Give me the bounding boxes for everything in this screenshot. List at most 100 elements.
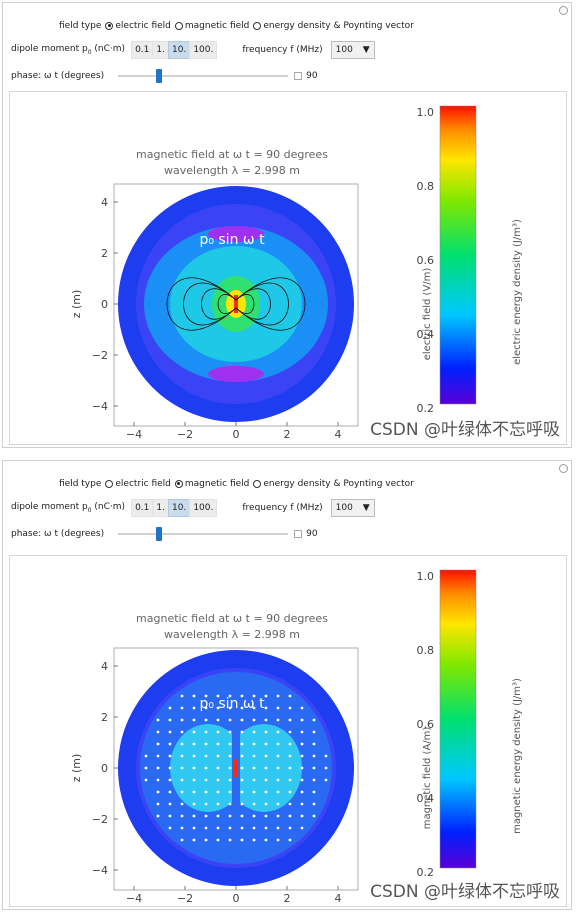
- phase-slider[interactable]: [118, 527, 289, 541]
- field-line: [235, 282, 289, 326]
- field-dot: [264, 706, 268, 710]
- slider-expand-icon[interactable]: [294, 72, 303, 80]
- field-dot: [288, 706, 292, 710]
- frequency-value: 100: [335, 503, 353, 513]
- field-dot: [240, 802, 244, 806]
- field-dot: [180, 754, 184, 758]
- field-dot: [240, 826, 244, 830]
- plot-subtitle: wavelength λ = 2.998 m: [164, 164, 300, 177]
- axis-ticks: −4 −2 0 2 4 4 2 0 −2 −4: [92, 196, 342, 441]
- field-dot: [180, 778, 184, 782]
- field-lobe: [170, 724, 246, 812]
- colorbar: [439, 105, 477, 405]
- radio-magnetic[interactable]: [174, 479, 183, 488]
- field-dot: [252, 718, 256, 722]
- field-dot: [228, 790, 232, 794]
- field-dot: [312, 790, 316, 794]
- field-dot: [228, 694, 232, 698]
- field-dot: [312, 766, 316, 770]
- field-dot: [156, 802, 160, 806]
- dipole-option[interactable]: 10.: [167, 499, 191, 517]
- field-dot: [192, 790, 196, 794]
- field-dot: [300, 766, 304, 770]
- dipole-option[interactable]: 1.: [152, 499, 169, 517]
- field-line: [217, 294, 237, 314]
- colorbar-ticks: 1.0 0.8 0.6 0.4 0.2: [417, 106, 435, 415]
- dipole-row: dipole moment p0 (nC·m) 0.1 1. 10. 100. fre…: [11, 41, 375, 59]
- x-tick-label: −4: [126, 428, 142, 441]
- radio-energy[interactable]: [253, 21, 262, 30]
- radio-electric[interactable]: [105, 479, 114, 488]
- field-dot: [204, 814, 208, 818]
- frequency-dropdown[interactable]: 100 ▼: [330, 499, 375, 517]
- field-dot: [228, 754, 232, 758]
- field-dot: [288, 754, 292, 758]
- field-dot: [240, 718, 244, 722]
- slider-thumb[interactable]: [156, 69, 163, 83]
- settings-icon[interactable]: [559, 464, 568, 473]
- frequency-label: frequency f (MHz): [242, 503, 323, 513]
- field-dot: [240, 778, 244, 782]
- dipole-option[interactable]: 0.1: [131, 41, 154, 59]
- field-dot: [288, 694, 292, 698]
- field-dot: [204, 778, 208, 782]
- dipole-option[interactable]: 100.: [189, 499, 218, 517]
- field-dot: [312, 718, 316, 722]
- field-dot: [168, 778, 172, 782]
- radio-magnetic[interactable]: [174, 21, 183, 30]
- slider-thumb[interactable]: [156, 527, 163, 541]
- field-dot: [192, 838, 196, 842]
- field-dot: [216, 790, 220, 794]
- field-dot: [204, 706, 208, 710]
- field-dot: [156, 718, 160, 722]
- field-dot: [252, 754, 256, 758]
- field-dot: [276, 742, 280, 746]
- dipole-option[interactable]: 1.: [152, 41, 169, 59]
- field-dot: [156, 790, 160, 794]
- field-dot: [216, 838, 220, 842]
- field-dot: [168, 814, 172, 818]
- field-dot: [288, 826, 292, 830]
- dipole-option[interactable]: 100.: [189, 41, 218, 59]
- field-dot: [264, 766, 268, 770]
- field-dot: [240, 730, 244, 734]
- radio-label: magnetic field: [184, 21, 250, 31]
- radio-electric[interactable]: [105, 21, 114, 30]
- field-dot: [228, 718, 232, 722]
- field-dot: [264, 718, 268, 722]
- field-dot: [240, 694, 244, 698]
- field-dot: [216, 778, 220, 782]
- dipole-option[interactable]: 10.: [167, 41, 191, 59]
- colorbar-label-energy: electric energy density (J/m³): [512, 219, 523, 365]
- frequency-dropdown[interactable]: 100 ▼: [330, 41, 375, 59]
- field-dot: [204, 790, 208, 794]
- radio-label: magnetic field: [184, 479, 250, 489]
- x-tick-label: 0: [233, 428, 240, 441]
- phase-value: 90: [306, 529, 318, 539]
- field-dot: [264, 826, 268, 830]
- dipole-option[interactable]: 0.1: [131, 499, 154, 517]
- phase-value: 90: [306, 71, 318, 81]
- colorbar-ticks: 1.0 0.8 0.6 0.4 0.2: [417, 570, 435, 879]
- phase-slider[interactable]: [118, 69, 289, 83]
- field-dot: [216, 742, 220, 746]
- radio-energy[interactable]: [253, 479, 262, 488]
- settings-icon[interactable]: [559, 6, 568, 15]
- field-dot: [144, 754, 148, 758]
- field-dot: [288, 730, 292, 734]
- field-dot: [144, 778, 148, 782]
- field-dot: [228, 766, 232, 770]
- field-dot: [228, 814, 232, 818]
- field-dot: [252, 778, 256, 782]
- field-dot: [264, 838, 268, 842]
- y-tick-label: 4: [101, 660, 108, 673]
- field-dot: [276, 694, 280, 698]
- y-tick-label: 2: [101, 711, 108, 724]
- field-dot: [228, 706, 232, 710]
- x-tick-label: 2: [284, 892, 291, 905]
- field-dot: [288, 718, 292, 722]
- field-dot: [216, 730, 220, 734]
- slider-expand-icon[interactable]: [294, 530, 303, 538]
- field-dot: [204, 802, 208, 806]
- field-dot: [192, 766, 196, 770]
